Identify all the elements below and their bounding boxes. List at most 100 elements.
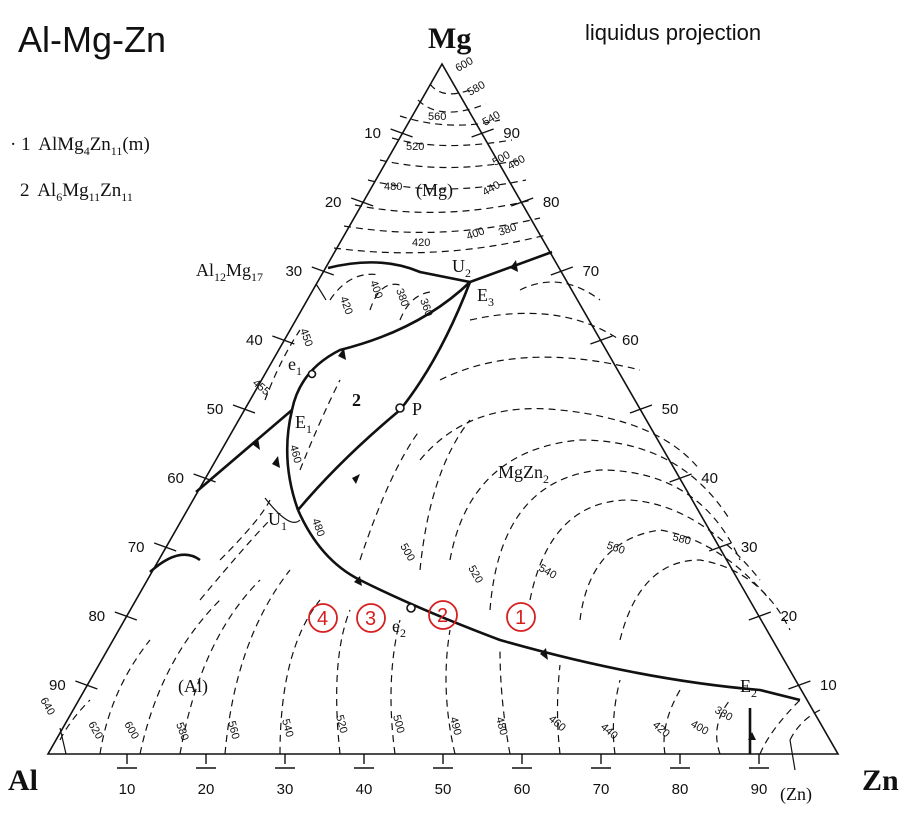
iso-label-540c: 540 — [279, 718, 295, 739]
isotherm-mgzn2-i — [619, 559, 791, 641]
isotherm-380-mid — [399, 291, 431, 321]
isotherm-460-top — [343, 217, 541, 233]
iso-label-440: 440 — [481, 179, 503, 199]
bottom-tick-label-40: 40 — [356, 781, 373, 798]
right-tick-label-80: 80 — [543, 194, 560, 211]
arrow-mid-valley — [352, 474, 360, 484]
iso-label-640: 640 — [37, 696, 57, 718]
isotherm-580-al — [179, 579, 261, 755]
valley-e3-e1 — [290, 281, 471, 411]
point-e2-marker — [406, 603, 416, 613]
isotherm-520-al — [336, 609, 351, 755]
marker-4: 4 — [317, 608, 328, 630]
corner-mg: Mg — [428, 22, 471, 55]
label-e2: e2 — [392, 616, 406, 640]
right-tick-label-30: 30 — [741, 539, 758, 556]
right-tick-label-90: 90 — [503, 125, 520, 142]
arrow-e2-right — [540, 648, 548, 660]
iso-label-380b: 380 — [393, 287, 411, 308]
zn-pointer — [789, 739, 796, 771]
isotherm-500-al — [390, 619, 401, 755]
phase-mg: (Mg) — [416, 180, 453, 201]
isotherm-mgzn2-g — [529, 499, 761, 601]
iso-label-400: 400 — [465, 225, 486, 243]
isotherm-mgzn2-d — [419, 407, 701, 471]
left-tick-label-50: 50 — [207, 401, 224, 418]
isotherm-lines — [59, 83, 821, 755]
valley-al12mg17-upper — [327, 250, 553, 284]
arrow-left-valley — [252, 438, 260, 450]
isotherm-mgzn2-a — [519, 281, 601, 301]
isotherm-540-al — [279, 599, 321, 755]
isotherm-540-top — [391, 137, 513, 147]
left-tick-80 — [114, 611, 138, 621]
valley-u1-e2 — [296, 509, 801, 702]
bottom-tick-label-20: 20 — [198, 781, 215, 798]
isotherm-420-al — [663, 689, 681, 755]
valley-e1-u1 — [285, 409, 300, 511]
isotherm-500-top — [367, 179, 527, 190]
right-tick-20 — [748, 611, 772, 621]
marker-2-circle — [428, 600, 458, 630]
iso-label-400b: 400 — [367, 279, 385, 300]
left-tick-label-30: 30 — [285, 263, 302, 280]
point-e1-marker — [307, 369, 317, 379]
left-tick-40 — [272, 335, 295, 345]
right-tick-40 — [669, 473, 692, 483]
left-tick-label-90: 90 — [49, 677, 66, 694]
left-tick-label-70: 70 — [128, 539, 145, 556]
bottom-tick-label-90: 90 — [751, 781, 768, 798]
diagram-subtitle: liquidus projection — [585, 20, 761, 45]
left-tick-60 — [193, 473, 216, 483]
tie-al-corner — [59, 727, 67, 755]
isotherm-520-center — [419, 419, 471, 571]
isotherm-al-corner-b — [199, 519, 271, 601]
bottom-tick-label-80: 80 — [672, 781, 689, 798]
valley-e3-u1 — [297, 281, 472, 511]
isotherm-400-mid — [369, 283, 401, 311]
left-tick-label-60: 60 — [167, 470, 184, 487]
bottom-tick-label-70: 70 — [593, 781, 610, 798]
label-p: P — [412, 399, 422, 419]
phase-al: (Al) — [178, 676, 208, 697]
corner-zn: Zn — [862, 764, 899, 797]
right-tick-label-10: 10 — [820, 677, 837, 694]
isotherm-al-corner-a — [219, 499, 271, 561]
iso-label-560c: 560 — [225, 720, 241, 741]
right-tick-50 — [629, 404, 653, 414]
iso-label-460b: 460 — [287, 444, 303, 465]
valley-e1-left — [195, 409, 293, 493]
right-tick-60 — [590, 335, 613, 345]
iso-label-500c: 500 — [390, 714, 406, 735]
right-tick-label-60: 60 — [622, 332, 639, 349]
marker-1: 1 — [515, 607, 526, 629]
iso-label-420: 420 — [412, 237, 430, 249]
label-e1-upper: E1 — [295, 412, 312, 436]
right-tick-label-50: 50 — [662, 401, 679, 418]
iso-label-580c: 580 — [173, 721, 191, 742]
valley-lines — [59, 250, 801, 771]
phase-zn: (Zn) — [780, 784, 812, 805]
isotherm-580 — [417, 99, 487, 113]
label-u1: U1 — [268, 509, 287, 533]
isotherm-500-center — [359, 429, 421, 561]
iso-label-480: 480 — [384, 181, 402, 193]
iso-label-560: 560 — [428, 111, 446, 123]
label-e2-upper: E2 — [740, 676, 757, 700]
isotherm-420-top — [333, 234, 547, 254]
iso-label-420c: 420 — [650, 719, 672, 740]
axis-ticks: 10 20 30 40 50 60 70 80 90 90 80 70 60 50 40 30 20 10 90 80… — [49, 125, 837, 798]
arrow-u2 — [510, 260, 518, 272]
left-tick-90 — [75, 680, 98, 690]
isotherm-520-top — [379, 159, 521, 169]
arrow-e2-left — [354, 576, 362, 586]
arrow-upper-valley — [338, 348, 346, 360]
corner-al: Al — [8, 764, 38, 797]
bottom-tick-label-10: 10 — [119, 781, 136, 798]
iso-label-490: 490 — [447, 716, 463, 737]
left-tick-label-40: 40 — [246, 332, 263, 349]
tie-u1 — [264, 497, 301, 523]
isotherm-420-mid — [329, 273, 381, 301]
isotherm-480-top — [354, 199, 533, 214]
iso-label-380: 380 — [497, 221, 518, 239]
